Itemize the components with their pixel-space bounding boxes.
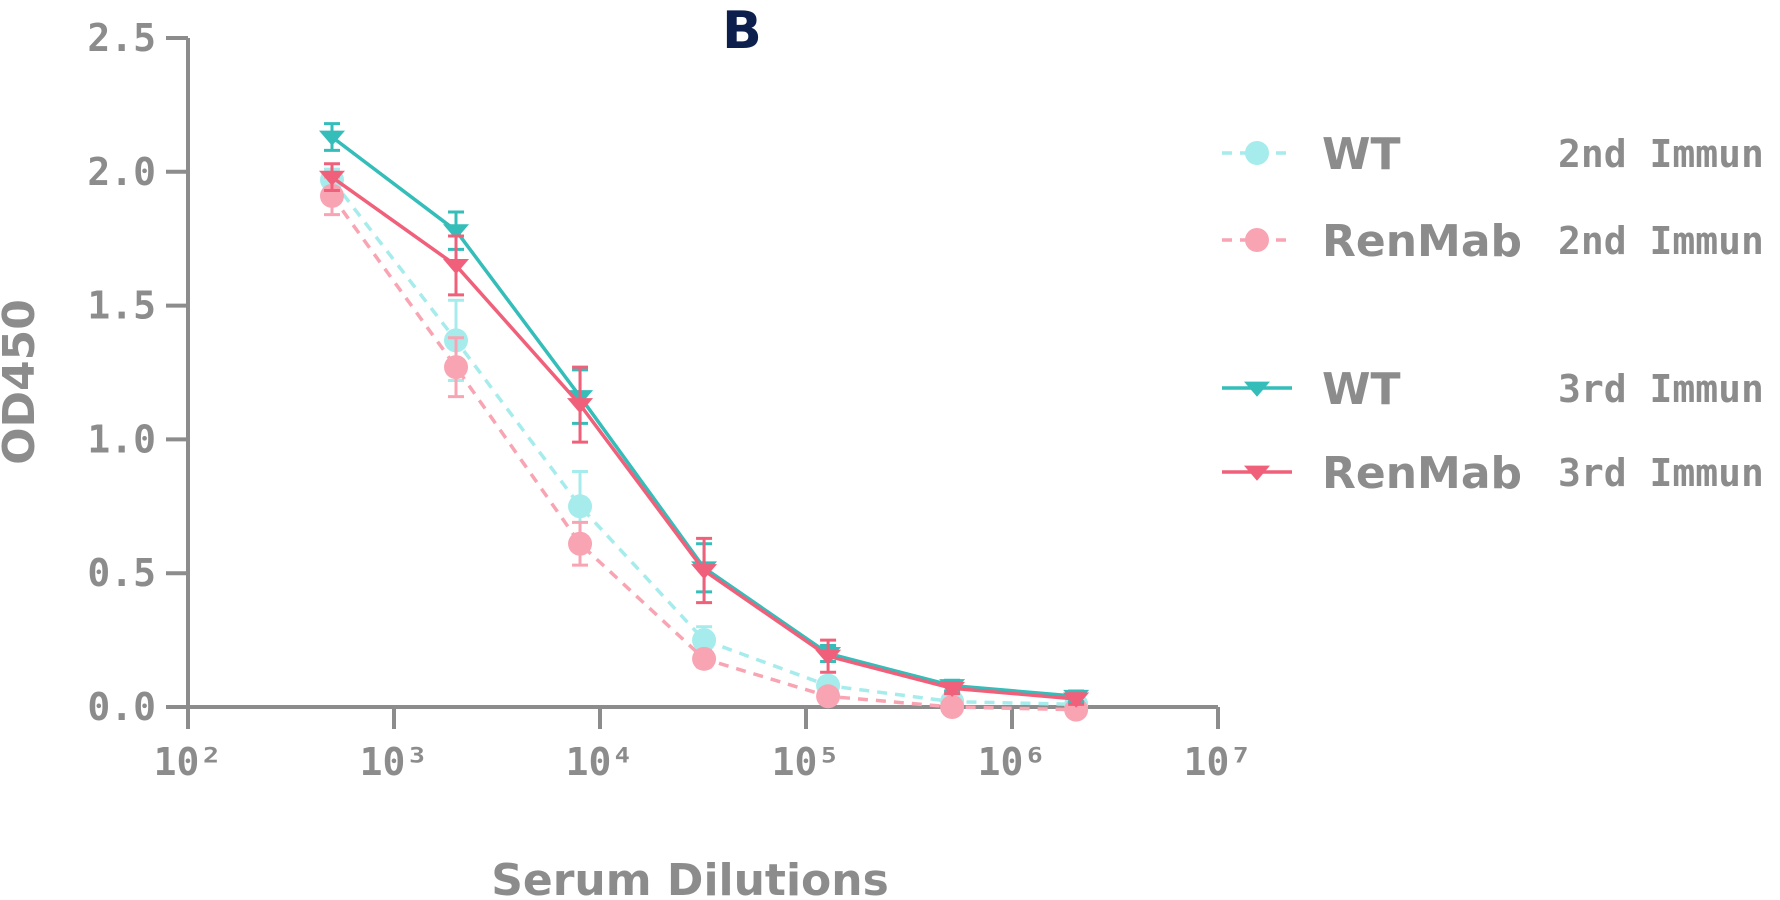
legend-series-immun: 2nd Immun (1558, 132, 1764, 176)
x-tick-label: 10⁵ (772, 740, 841, 784)
legend-series-immun: 2nd Immun (1558, 219, 1764, 263)
legend-entry: RenMab 3rd Immun (1222, 448, 1764, 499)
axes (186, 38, 1218, 709)
data-point (568, 494, 593, 519)
legend-series-immun: 3rd Immun (1558, 367, 1764, 411)
legend-entry: WT 3rd Immun (1222, 364, 1764, 415)
data-point (691, 564, 718, 580)
data-point (940, 695, 965, 719)
data-point (692, 628, 717, 653)
series-wt-3rd-immun (318, 122, 1090, 706)
data-point (939, 681, 966, 698)
legend-series-name: RenMab (1322, 216, 1522, 267)
plot-area (318, 122, 1090, 722)
legend-entry: RenMab 2nd Immun (1222, 216, 1764, 267)
series-renmab-3rd-immun (318, 162, 1090, 708)
x-tick-label: 10⁶ (978, 740, 1047, 784)
y-tick-label: 0.5 (87, 551, 156, 595)
y-tick-label: 2.0 (87, 150, 156, 194)
x-ticks: 10² 10³ 10⁴ 10⁵ 10⁶ 10⁷ (154, 707, 1253, 784)
legend-marker (1245, 228, 1269, 252)
data-point (1063, 692, 1090, 708)
x-tick-label: 10³ (360, 740, 429, 784)
legend-series-immun: 3rd Immun (1558, 451, 1764, 495)
y-ticks: 0.0 0.5 1.0 1.5 2.0 2.5 (87, 16, 188, 729)
data-point (692, 646, 717, 671)
x-tick-label: 10⁷ (1184, 740, 1253, 784)
data-point (815, 649, 842, 665)
x-axis-title: Serum Dilutions (491, 855, 889, 900)
legend-marker (1244, 465, 1270, 481)
series-renmab-2nd-immun (319, 175, 1089, 722)
legend-series-name: WT (1322, 364, 1401, 415)
y-tick-label: 1.5 (87, 284, 156, 328)
series-line (330, 135, 1077, 699)
data-point (443, 224, 470, 240)
y-axis-title: OD450 (0, 299, 45, 465)
x-tick-label: 10² (154, 740, 223, 784)
panel-label: B (722, 1, 762, 61)
data-point (443, 259, 470, 275)
legend-series-name: RenMab (1322, 448, 1522, 499)
data-point (568, 531, 593, 556)
legend-series-name: WT (1322, 129, 1401, 180)
legend-marker (1244, 381, 1270, 397)
y-tick-label: 1.0 (87, 417, 156, 461)
data-point (444, 355, 469, 380)
data-point (318, 170, 345, 186)
series-line (330, 175, 1077, 701)
legend-marker (1245, 141, 1269, 165)
y-tick-label: 0.0 (87, 685, 156, 729)
data-point (567, 398, 594, 414)
y-tick-label: 2.5 (87, 16, 156, 60)
legend-entry: WT 2nd Immun (1222, 129, 1764, 180)
data-point (816, 684, 841, 709)
x-tick-label: 10⁴ (566, 740, 635, 784)
data-point (318, 130, 345, 146)
